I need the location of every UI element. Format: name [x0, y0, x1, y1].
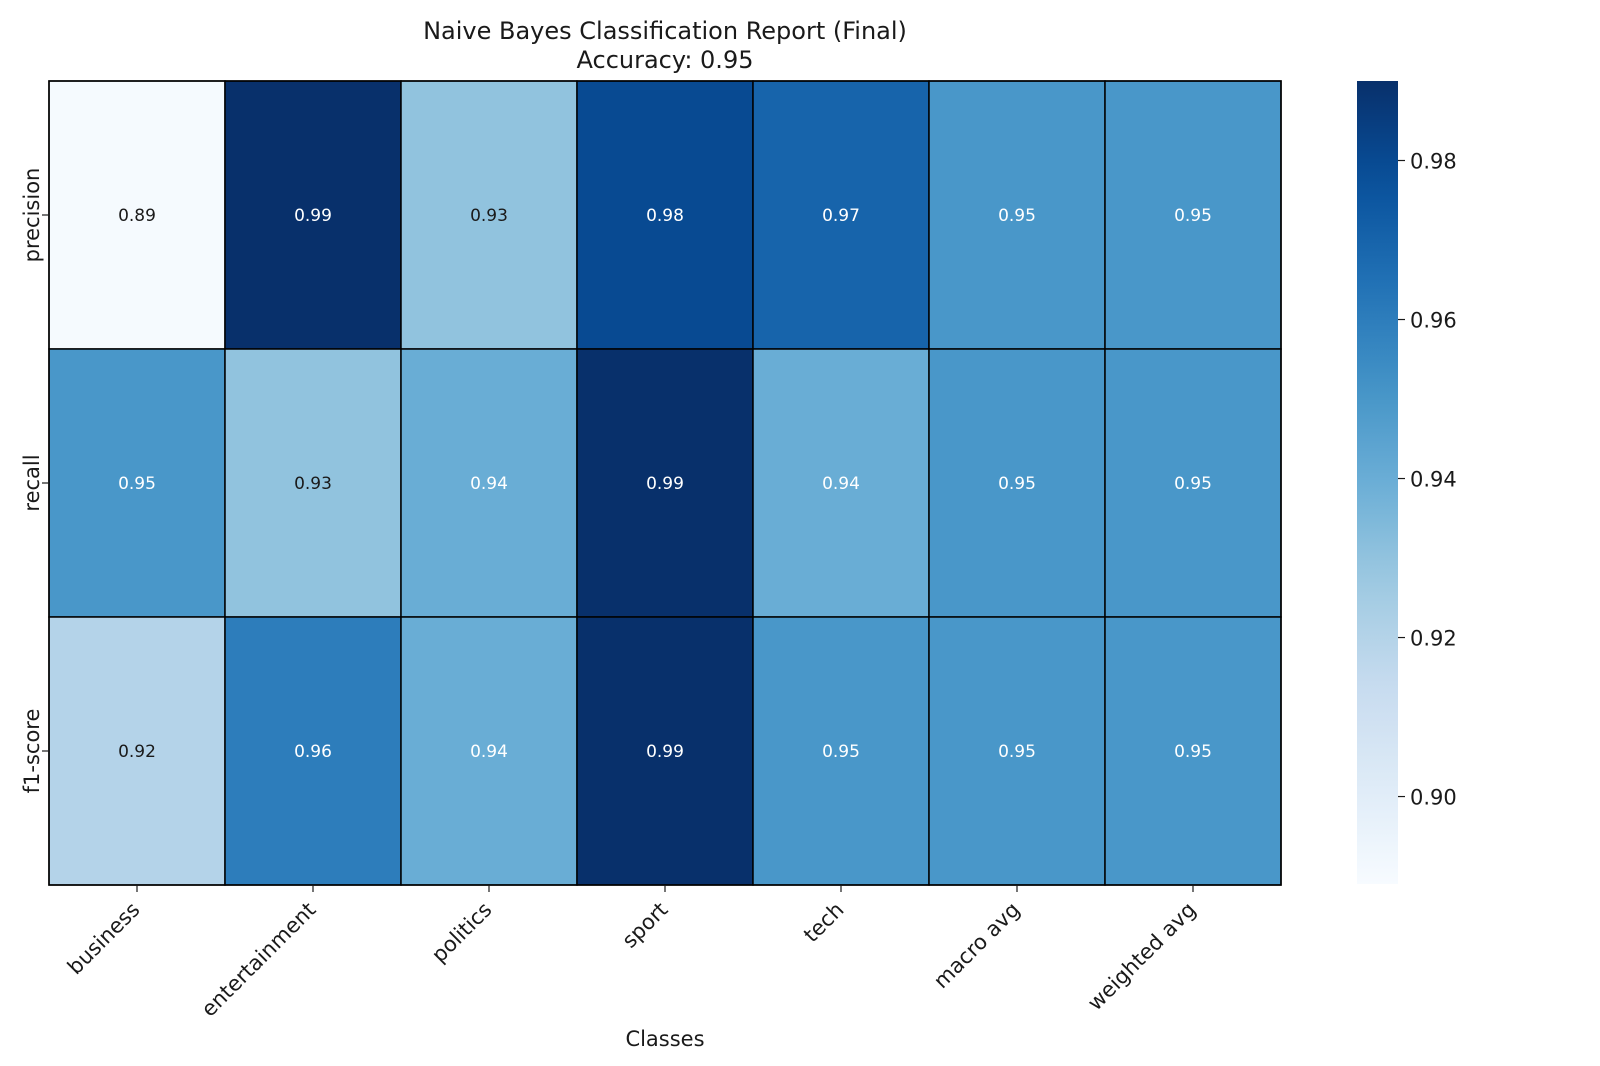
- x-axis-label: Classes: [625, 1027, 704, 1051]
- heatmap-cell-recall-tech: [752, 348, 930, 618]
- cell-value-label: 0.95: [998, 206, 1036, 226]
- heatmap-cell-recall-weighted-avg: [1104, 348, 1282, 618]
- cell-value-label: 0.95: [1174, 474, 1212, 494]
- colorbar-tick-label: 0.90: [1410, 786, 1457, 810]
- colorbar-tick-label: 0.96: [1410, 309, 1457, 333]
- heatmap-cell-f1-score-macro-avg: [928, 616, 1106, 886]
- heatmap-cell-f1-score-sport: [576, 616, 754, 886]
- x-tick-label: sport: [617, 898, 672, 953]
- heatmap-cell-f1-score-politics: [400, 616, 578, 886]
- chart-title: Naive Bayes Classification Report (Final…: [423, 17, 907, 45]
- cell-value-label: 0.94: [470, 742, 508, 762]
- heatmap-cell-f1-score-weighted-avg: [1104, 616, 1282, 886]
- x-tick-label: weighted avg: [1083, 898, 1201, 1016]
- cell-value-label: 0.99: [646, 474, 684, 494]
- plot-area: 0.89 0.99 0.93 0.98 0.97 0.95 0.95 0.95 0.93 0.94…: [48, 80, 1282, 886]
- y-axis: precision recall f1-score: [20, 168, 49, 794]
- cell-value-label: 0.97: [822, 206, 860, 226]
- heatmap-cell-precision-business: [48, 80, 226, 350]
- heatmap-cell-recall-business: [48, 348, 226, 618]
- x-axis: business entertainment politics sport tech ma…: [63, 885, 1201, 1021]
- x-tick-label: tech: [799, 898, 849, 948]
- heatmap-cell-f1-score-tech: [752, 616, 930, 886]
- cell-value-label: 0.89: [118, 206, 156, 226]
- x-tick-label: business: [63, 898, 145, 980]
- y-tick-label: f1-score: [20, 709, 44, 794]
- heatmap-cell-recall-macro-avg: [928, 348, 1106, 618]
- cell-value-label: 0.93: [294, 474, 332, 494]
- cell-value-label: 0.99: [646, 742, 684, 762]
- cell-value-label: 0.95: [1174, 206, 1212, 226]
- heatmap-cell-f1-score-business: [48, 616, 226, 886]
- cell-value-label: 0.99: [294, 206, 332, 226]
- colorbar-gradient: [1357, 81, 1398, 884]
- heatmap-cell-f1-score-entertainment: [224, 616, 402, 886]
- heatmap-cell-precision-macro-avg: [928, 80, 1106, 350]
- cell-value-label: 0.95: [118, 474, 156, 494]
- colorbar-tick-label: 0.94: [1410, 468, 1457, 492]
- colorbar-tick-label: 0.98: [1410, 150, 1457, 174]
- heatmap-cell-recall-politics: [400, 348, 578, 618]
- heatmap-cell-precision-entertainment: [224, 80, 402, 350]
- cell-value-label: 0.94: [822, 474, 860, 494]
- colorbar-tick-label: 0.92: [1410, 627, 1457, 651]
- colorbar: 0.90 0.92 0.94 0.96 0.98: [1357, 81, 1457, 884]
- cell-value-label: 0.94: [470, 474, 508, 494]
- y-tick-label: precision: [20, 168, 44, 263]
- x-tick-label: entertainment: [197, 898, 321, 1022]
- cell-value-label: 0.95: [822, 742, 860, 762]
- cell-value-label: 0.95: [998, 742, 1036, 762]
- cell-value-label: 0.98: [646, 206, 684, 226]
- heatmap-cell-precision-sport: [576, 80, 754, 350]
- cell-value-label: 0.96: [294, 742, 332, 762]
- x-tick-label: macro avg: [929, 898, 1025, 994]
- cell-value-label: 0.95: [998, 474, 1036, 494]
- cell-value-label: 0.92: [118, 742, 156, 762]
- chart-subtitle: Accuracy: 0.95: [577, 46, 754, 74]
- cell-value-label: 0.93: [470, 206, 508, 226]
- y-tick-label: recall: [20, 454, 44, 511]
- x-tick-label: politics: [427, 898, 497, 968]
- cell-value-label: 0.95: [1174, 742, 1212, 762]
- heatmap-cell-precision-tech: [752, 80, 930, 350]
